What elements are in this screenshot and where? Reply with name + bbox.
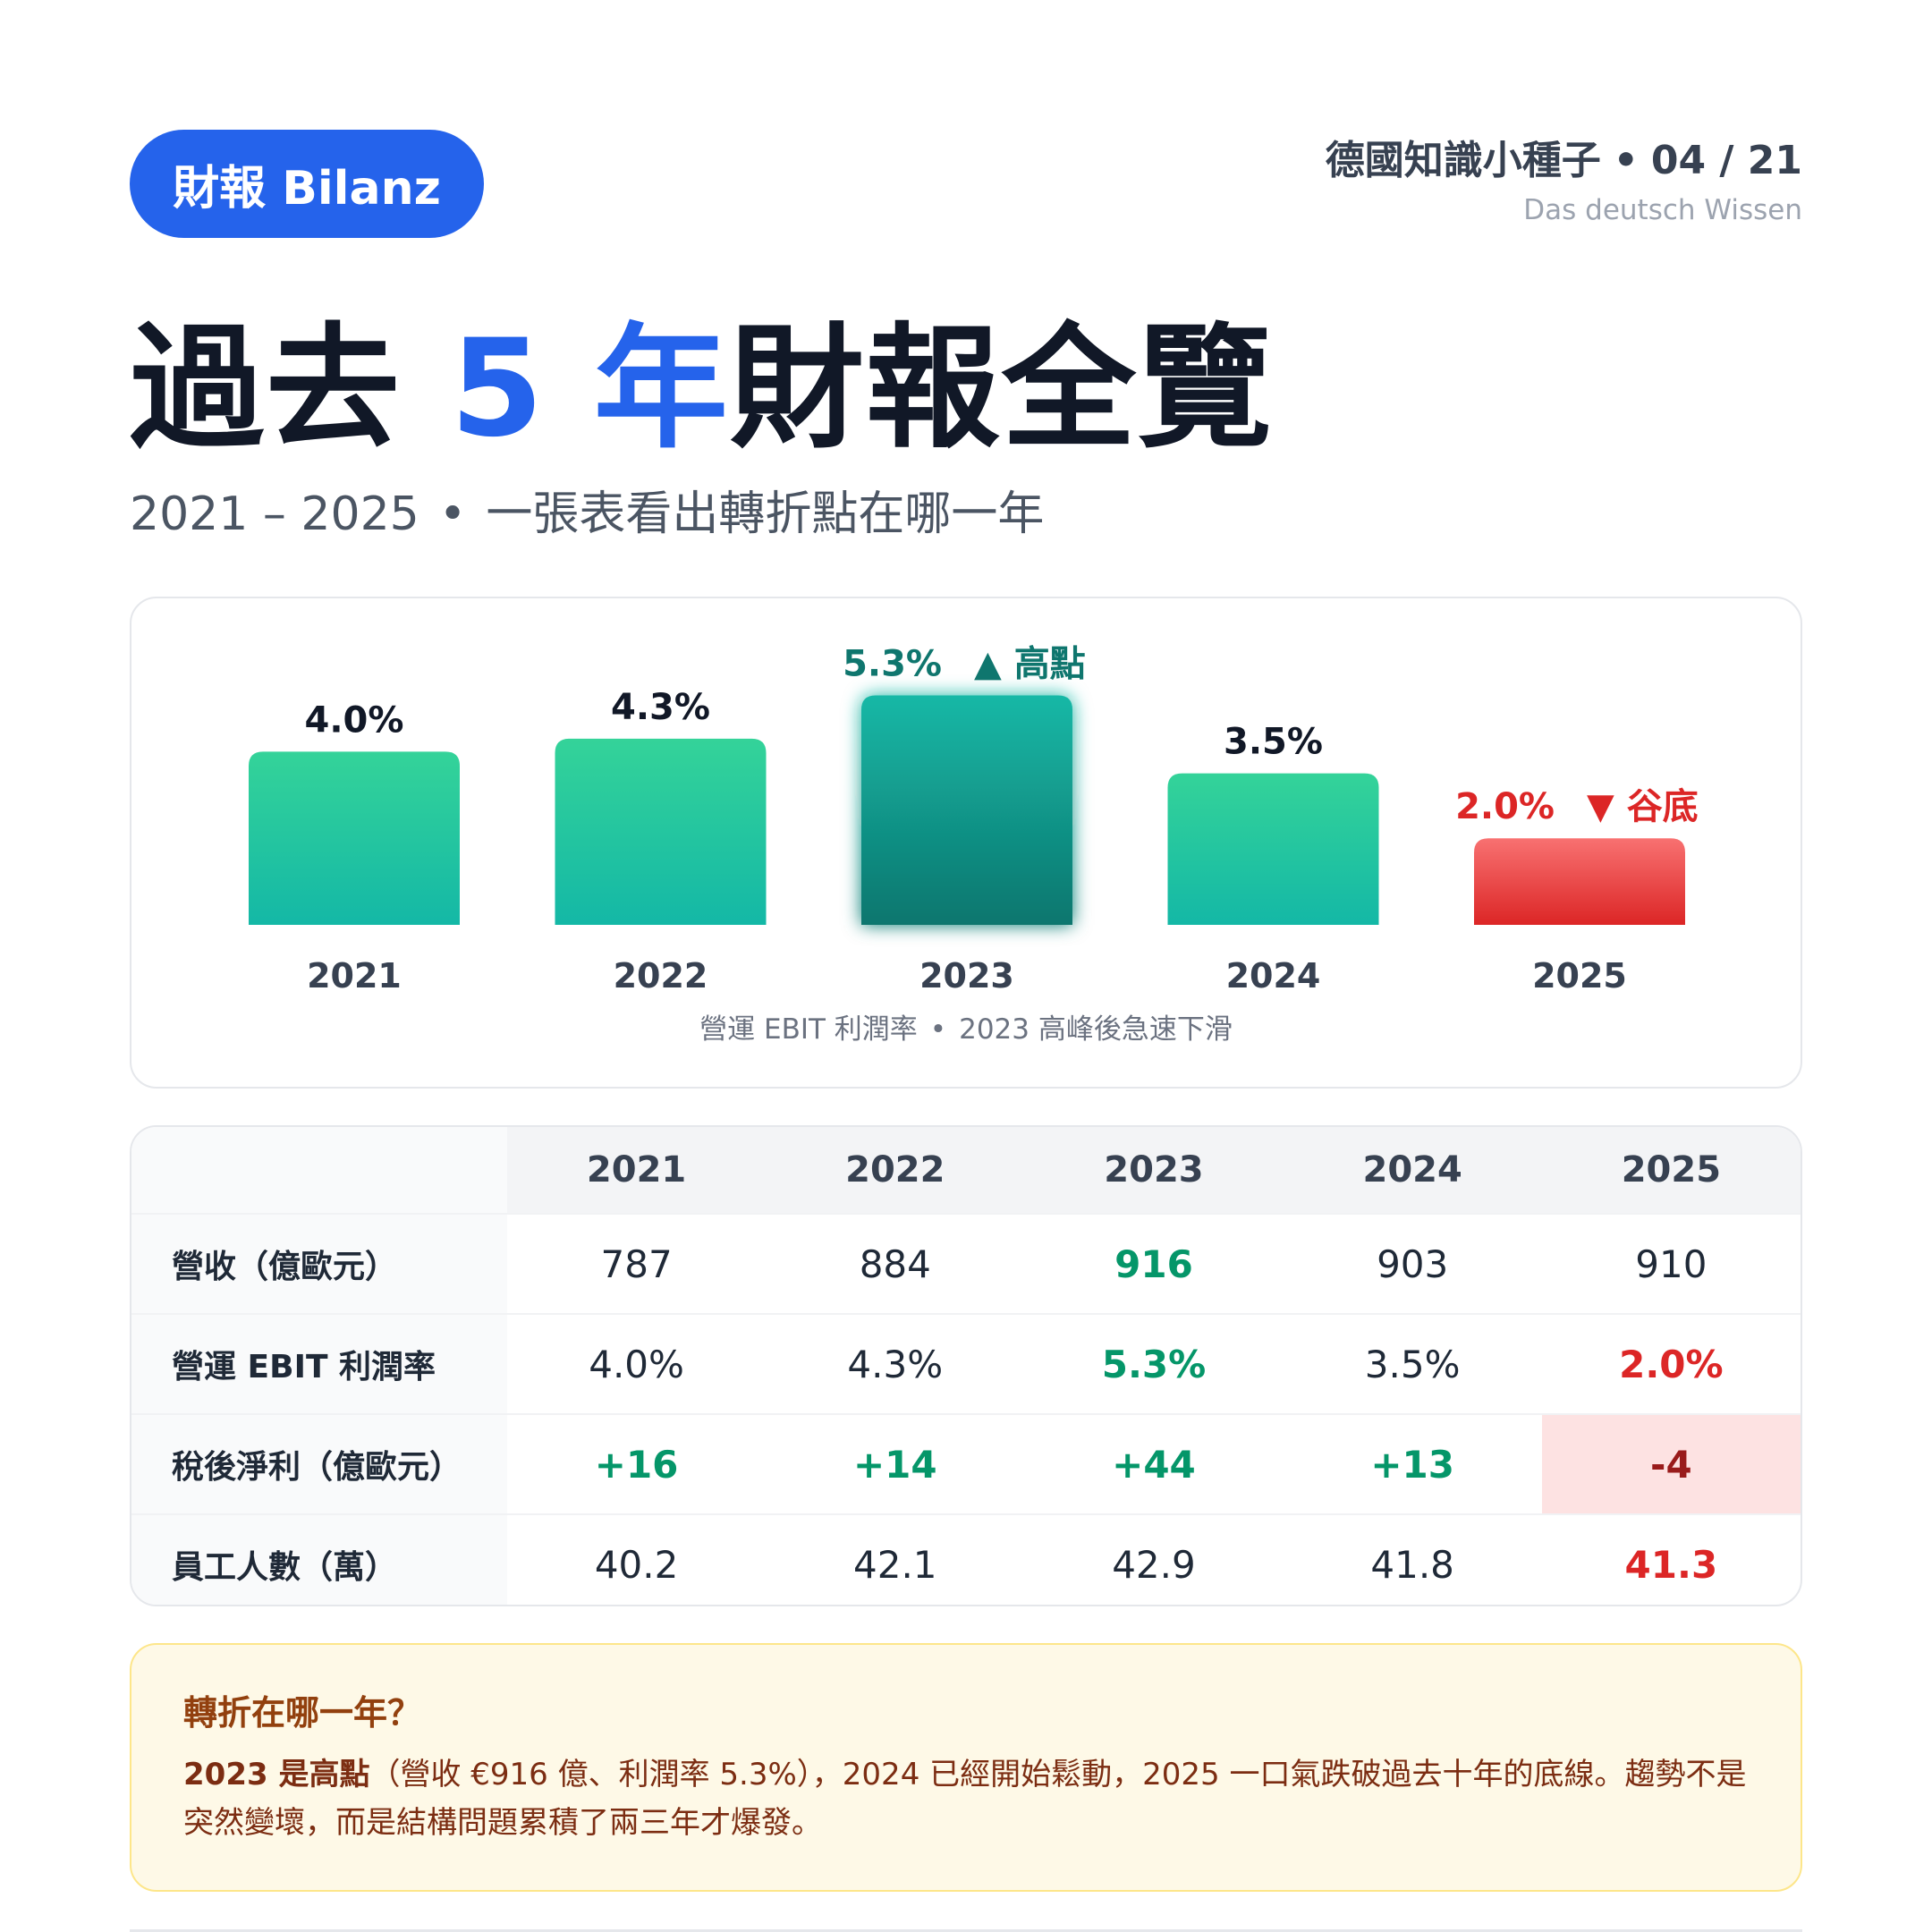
trough-annotation: ▼ 谷底 (1587, 786, 1699, 827)
table-cell-warning: 41.3 (1541, 1513, 1801, 1605)
table-row-ebit-margin: 營運 EBIT 利潤率 4.0% 4.3% 5.3% 3.5% 2.0% (131, 1313, 1801, 1414)
chart-caption: 營運 EBIT 利潤率 • 2023 高峰後急速下滑 (0, 1006, 1932, 1046)
title-part-1: 過去 (130, 311, 451, 467)
brand-separator: • (1613, 138, 1639, 183)
value-label: 4.0% (305, 699, 404, 741)
table-cell-positive: +44 (1024, 1413, 1284, 1514)
row-label: 營運 EBIT 利潤率 (131, 1313, 507, 1414)
title-highlight: 5 年 (450, 311, 730, 467)
peak-annotation: ▲ 高點 (974, 643, 1086, 684)
financial-table-card: 2021 2022 2023 2024 2025 營收（億歐元） 787 884… (130, 1125, 1802, 1606)
bar-2021 (249, 751, 460, 925)
column-header: 2022 (766, 1127, 1025, 1214)
brand-block: 德國知識小種子 • 04 / 21 Das deutsch Wissen (1326, 134, 1802, 233)
page-title: 過去 5 年財報全覽 (130, 309, 1274, 470)
table-cell: 4.3% (766, 1313, 1025, 1414)
chart-caption-separator: • (929, 1013, 947, 1046)
table-cell: 787 (507, 1213, 767, 1314)
category-pill: 財報 Bilanz (130, 130, 484, 238)
insight-text: （營收 €916 億、利潤率 5.3%），2024 已經開始鬆動，2025 一口… (183, 1757, 1747, 1841)
table-cell-positive: +14 (766, 1413, 1025, 1514)
subtitle-separator: • (438, 487, 467, 541)
x-tick-label: 2024 (1226, 956, 1321, 996)
table-cell-positive: +13 (1283, 1413, 1542, 1514)
table-cell: 42.9 (1024, 1513, 1284, 1605)
bar-2024 (1167, 773, 1379, 925)
table-cell: 884 (766, 1213, 1025, 1314)
chart-caption-note: 2023 高峰後急速下滑 (959, 1013, 1233, 1046)
row-label: 稅後淨利（億歐元） (131, 1413, 507, 1514)
insight-body: 2023 是高點（營收 €916 億、利潤率 5.3%），2024 已經開始鬆動… (183, 1750, 1749, 1847)
brand-name: 德國知識小種子 (1325, 138, 1601, 183)
table-cell-highlight: 916 (1024, 1213, 1284, 1314)
table-cell-positive: +16 (507, 1413, 767, 1514)
table-row-revenue: 營收（億歐元） 787 884 916 903 910 (131, 1213, 1801, 1314)
x-tick-label: 2022 (614, 956, 708, 996)
insight-box: 轉折在哪一年？ 2023 是高點（營收 €916 億、利潤率 5.3%），202… (130, 1643, 1802, 1892)
ebit-margin-bar-chart: 4.0% 2021 4.3% 2022 5.3% ▲ 高點 2023 3.5% 2024 2.0%… (249, 643, 1699, 996)
value-label: 2.0% (1455, 786, 1555, 827)
insight-lead: 2023 是高點 (183, 1757, 370, 1792)
row-label: 員工人數（萬） (131, 1513, 507, 1605)
column-header: 2025 (1541, 1127, 1801, 1214)
subtitle-text: 一張表看出轉折點在哪一年 (486, 487, 1045, 541)
column-header: 2024 (1283, 1127, 1542, 1214)
column-header: 2021 (507, 1127, 767, 1214)
title-part-2: 財報全覽 (729, 311, 1274, 467)
column-header: 2023 (1024, 1127, 1284, 1214)
value-label: 5.3% (843, 643, 942, 684)
bar-2025 (1474, 838, 1685, 925)
insight-title: 轉折在哪一年？ (183, 1693, 422, 1733)
bar-2023 (861, 695, 1072, 925)
page-indicator: 04 / 21 (1650, 138, 1802, 183)
subtitle-range: 2021 – 2025 (130, 487, 419, 541)
table-cell: 3.5% (1283, 1313, 1542, 1414)
table-cell-negative: -4 (1541, 1413, 1801, 1514)
value-label: 3.5% (1224, 722, 1323, 763)
x-tick-label: 2021 (307, 956, 402, 996)
page-subtitle: 2021 – 2025 • 一張表看出轉折點在哪一年 (130, 483, 1044, 546)
bar-2022 (555, 738, 767, 925)
table-cell: 4.0% (507, 1313, 767, 1414)
value-label: 4.3% (611, 687, 710, 728)
financial-table: 2021 2022 2023 2024 2025 營收（億歐元） 787 884… (131, 1127, 1801, 1605)
table-row-net-income: 稅後淨利（億歐元） +16 +14 +44 +13 -4 (131, 1413, 1801, 1514)
x-tick-label: 2023 (919, 956, 1014, 996)
table-cell: 903 (1283, 1213, 1542, 1314)
table-row-employees: 員工人數（萬） 40.2 42.1 42.9 41.8 41.3 (131, 1513, 1801, 1605)
table-corner (131, 1127, 507, 1214)
table-header-row: 2021 2022 2023 2024 2025 (131, 1127, 1801, 1214)
bottom-divider (130, 1929, 1802, 1932)
brand-line: 德國知識小種子 • 04 / 21 (1326, 134, 1802, 188)
row-label: 營收（億歐元） (131, 1213, 507, 1314)
x-tick-label: 2025 (1532, 956, 1627, 996)
table-cell: 42.1 (766, 1513, 1025, 1605)
table-cell-warning: 2.0% (1541, 1313, 1801, 1414)
chart-caption-metric: 營運 EBIT 利潤率 (699, 1013, 918, 1046)
brand-subtitle: Das deutsch Wissen (1523, 194, 1802, 226)
table-cell-highlight: 5.3% (1024, 1313, 1284, 1414)
table-cell: 41.8 (1283, 1513, 1542, 1605)
table-cell: 40.2 (507, 1513, 767, 1605)
table-cell: 910 (1541, 1213, 1801, 1314)
